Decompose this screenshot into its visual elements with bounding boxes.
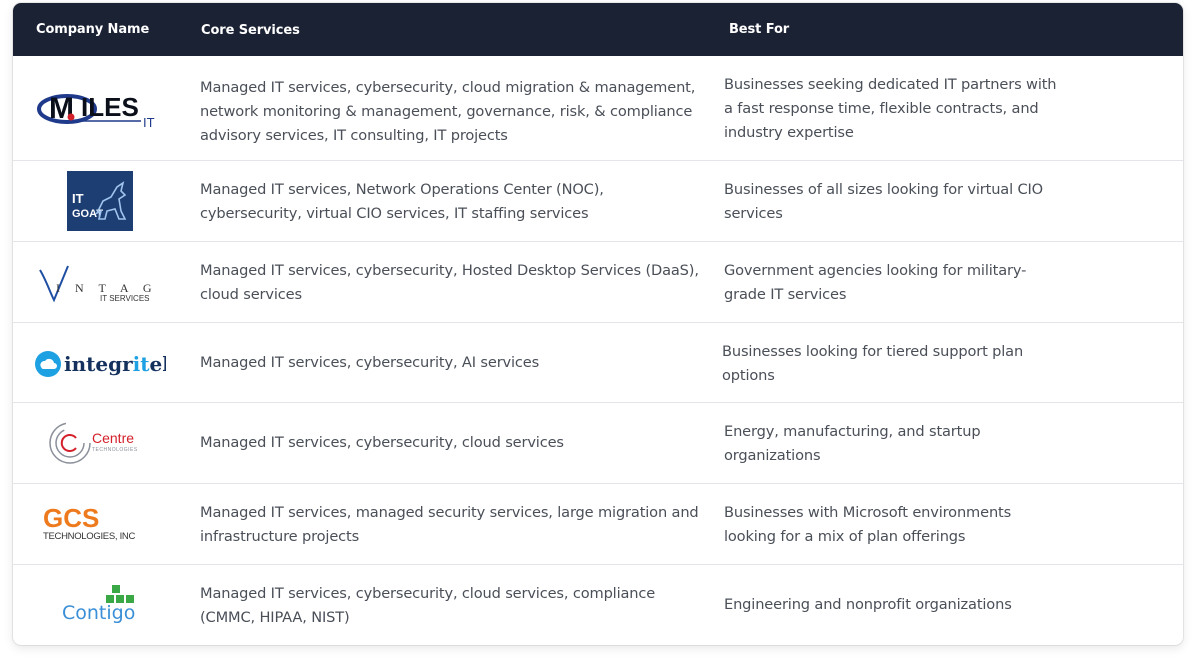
vintage-it-services-logo: I N T A G E IT SERVICES	[25, 242, 175, 322]
miles-it-best-for: Businesses seeking dedicated IT partners…	[724, 76, 1057, 141]
svg-text:Contigo: Contigo	[62, 602, 135, 624]
centre-services: Managed IT services, cybersecurity, clou…	[200, 434, 564, 451]
vintage-services: Managed IT services, cybersecurity, Host…	[200, 262, 699, 303]
gcs-best-for: Businesses with Microsoft environments l…	[724, 504, 1012, 545]
table-header: Company Name Core Services Best For	[13, 3, 1183, 56]
svg-text:ILES: ILES	[81, 92, 139, 122]
svg-text:TECHNOLOGIES, INC: TECHNOLOGIES, INC	[43, 531, 135, 542]
svg-text:I N T A G E: I N T A G E	[56, 281, 162, 295]
svg-text:IT: IT	[143, 115, 155, 130]
header-core-services: Core Services	[201, 23, 300, 38]
svg-text:GCS: GCS	[43, 504, 99, 533]
integritek-services: Managed IT services, cybersecurity, AI s…	[200, 353, 540, 371]
table-row-miles-it: M ILES IT Managed IT services, cybersecu…	[13, 56, 1183, 161]
centre-best-for: Energy, manufacturing, and startup organ…	[724, 423, 981, 464]
svg-text:IT SERVICES: IT SERVICES	[100, 294, 150, 303]
svg-text:Centre: Centre	[92, 430, 134, 446]
table-row-contigo: Contigo Managed IT services, cybersecuri…	[13, 565, 1183, 645]
svg-text:TECHNOLOGIES: TECHNOLOGIES	[92, 447, 138, 453]
gcs-technologies-logo: GCS TECHNOLOGIES, INC	[25, 484, 175, 564]
svg-text:GOAT: GOAT	[72, 208, 103, 220]
gcs-services: Managed IT services, managed security se…	[200, 504, 699, 545]
table-row-vintage: I N T A G E IT SERVICES Managed IT servi…	[13, 242, 1183, 323]
it-goat-services: Managed IT services, Network Operations …	[200, 181, 604, 222]
contigo-best-for: Engineering and nonprofit organizations	[724, 596, 1012, 613]
miles-it-logo: M ILES IT	[25, 56, 175, 160]
header-best-for: Best For	[729, 22, 790, 37]
table-row-it-goat: IT GOAT Managed IT services, Network Ope…	[13, 161, 1183, 242]
table-row-integritek: integritek Managed IT services, cybersec…	[13, 323, 1183, 403]
integritek-best-for: Businesses looking for tiered support pl…	[722, 343, 1024, 384]
comparison-table: Company Name Core Services Best For M IL…	[13, 3, 1183, 645]
vintage-best-for: Government agencies looking for military…	[724, 262, 1027, 303]
integritek-logo: integritek	[25, 323, 175, 402]
svg-text:IT: IT	[72, 191, 84, 206]
centre-technologies-logo: Centre TECHNOLOGIES	[25, 403, 175, 483]
contigo-logo: Contigo	[25, 565, 175, 645]
miles-it-services: Managed IT services, cybersecurity, clou…	[200, 79, 696, 144]
it-goat-logo: IT GOAT	[25, 161, 175, 241]
table-row-gcs: GCS TECHNOLOGIES, INC Managed IT service…	[13, 484, 1183, 565]
table-row-centre: Centre TECHNOLOGIES Managed IT services,…	[13, 403, 1183, 484]
it-goat-best-for: Businesses of all sizes looking for virt…	[724, 181, 1044, 222]
contigo-services: Managed IT services, cybersecurity, clou…	[200, 585, 656, 626]
header-company-name: Company Name	[36, 22, 150, 37]
svg-text:integritek: integritek	[64, 352, 166, 376]
